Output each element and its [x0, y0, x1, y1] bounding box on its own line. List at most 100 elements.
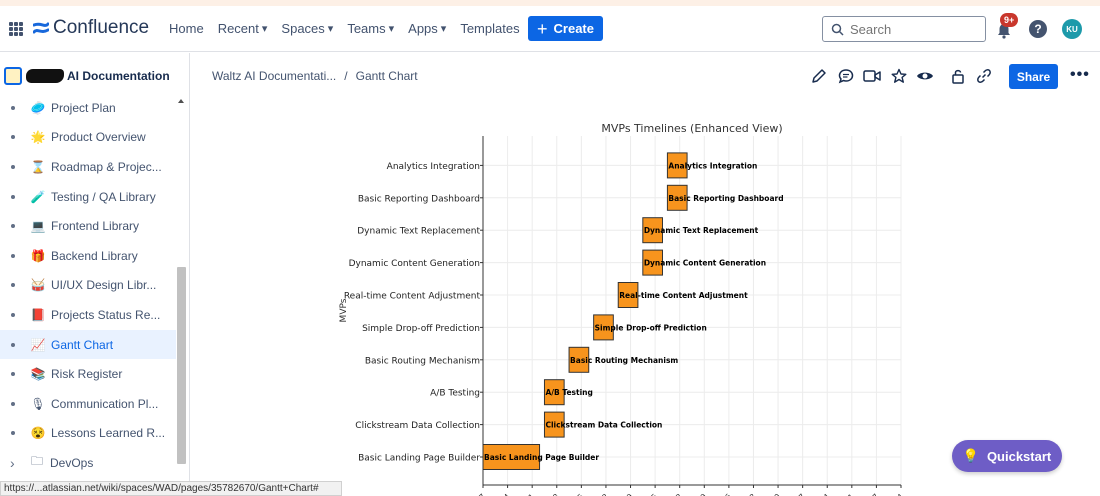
gantt-bar [642, 249, 663, 276]
page-toolbar [810, 67, 1002, 85]
y-axis-label: MVPs [339, 298, 349, 322]
gantt-bar [543, 411, 565, 438]
x-tick-label: 22 [597, 492, 611, 496]
create-button[interactable]: + Create [528, 16, 603, 41]
app-switcher-icon[interactable] [9, 22, 23, 36]
watch-eye-icon[interactable] [916, 67, 934, 85]
x-tick-label: 12 [671, 492, 685, 496]
gantt-bar-label: Clickstream Data Collection [545, 421, 662, 430]
scrollbar-thumb[interactable] [177, 267, 186, 464]
y-tick-label: Analytics Integration [387, 162, 480, 172]
share-button[interactable]: Share [1009, 64, 1058, 89]
sidebar-item-label: Communication Pl... [51, 396, 159, 411]
search-input[interactable] [850, 21, 970, 37]
y-tick-label: Basic Reporting Dashboard [358, 194, 480, 204]
search-icon [831, 23, 844, 36]
sidebar-item-label: UI/UX Design Libr... [51, 278, 157, 293]
confluence-logo[interactable]: Confluence [33, 17, 149, 39]
page-emoji-icon: 😵 [30, 426, 46, 441]
nav-label: Teams [347, 21, 386, 36]
gantt-bar-label: Dynamic Text Replacement [644, 226, 759, 235]
page-emoji-icon: ⌛ [30, 159, 46, 174]
bullet-icon [11, 135, 15, 140]
page-emoji-icon: 📚 [30, 367, 46, 382]
nav-apps[interactable]: Apps ▾ [408, 21, 446, 36]
chevron-down-icon: ▾ [261, 23, 268, 35]
y-tick-label: Clickstream Data Collection [355, 421, 480, 431]
gantt-bar-label: A/B Testing [545, 388, 592, 397]
lightbulb-icon: 💡 [962, 448, 979, 463]
sidebar-item-frontend-library[interactable]: 💻 Frontend Library [0, 211, 176, 241]
sidebar-item-communication-pl[interactable]: 🎙 Communication Pl... [0, 389, 176, 419]
gantt-bar-label: Dynamic Content Generation [644, 259, 766, 268]
sidebar-item-gantt-chart[interactable]: 📈 Gantt Chart [0, 329, 176, 360]
user-avatar[interactable]: KU [1062, 19, 1082, 39]
nav-teams[interactable]: Teams ▾ [347, 21, 394, 36]
scroll-up-arrow-icon[interactable] [178, 99, 184, 103]
x-tick-label: 29 [621, 492, 635, 496]
x-tick-label: 14 [892, 492, 906, 496]
plus-icon: + [537, 18, 548, 39]
sidebar-item-label: Product Overview [51, 130, 146, 145]
nav-templates[interactable]: Templates [460, 21, 519, 36]
nav-home[interactable]: Home [169, 21, 204, 36]
bullet-icon [11, 283, 15, 288]
x-tick-label: 10 [769, 492, 783, 496]
nav-spaces[interactable]: Spaces ▾ [281, 21, 333, 36]
page-emoji-icon: 🎙 [30, 396, 46, 411]
gantt-bar-label: Analytics Integration [668, 161, 757, 170]
y-tick-label: Real-time Content Adjustment [344, 292, 481, 302]
star-icon[interactable] [890, 67, 908, 85]
copy-link-icon[interactable] [975, 67, 993, 85]
nav-label: Recent [217, 21, 259, 36]
x-tick-label: 24 [498, 492, 512, 496]
comment-icon[interactable] [837, 67, 855, 85]
help-icon[interactable]: ? [1029, 20, 1047, 38]
sidebar-item-lessons-learned-r[interactable]: 😵 Lessons Learned R... [0, 419, 176, 449]
video-icon[interactable] [863, 67, 881, 85]
gantt-bar [642, 217, 663, 244]
sidebar-item-ui-ux-design-libr[interactable]: 🥁 UI/UX Design Libr... [0, 271, 176, 301]
primary-nav: Home Recent ▾ Spaces ▾ Teams ▾ Apps ▾ Templates [169, 21, 534, 36]
bullet-icon [11, 312, 15, 317]
bullet-icon [11, 401, 15, 406]
space-name: AI Documentation [67, 69, 170, 83]
gantt-bar [543, 379, 565, 406]
space-header[interactable]: AI Documentation [4, 67, 170, 85]
sidebar-item-risk-register[interactable]: 📚 Risk Register [0, 359, 176, 389]
breadcrumb-parent[interactable]: Waltz AI Documentati... [212, 69, 337, 83]
gantt-bar [666, 152, 688, 179]
space-avatar-icon [4, 67, 22, 85]
x-tick-label: 19 [695, 492, 709, 496]
restrictions-lock-icon[interactable] [949, 67, 967, 85]
page-emoji-icon: 🧪 [30, 189, 46, 204]
sidebar-item-project-plan[interactable]: 🥏 Project Plan [0, 93, 176, 123]
gantt-bar-label: Basic Landing Page Builder [484, 453, 599, 462]
sidebar-item-label: Project Plan [51, 100, 116, 115]
breadcrumb-current[interactable]: Gantt Chart [355, 69, 418, 83]
sidebar-item-testing-qa-library[interactable]: 🧪 Testing / QA Library [0, 182, 176, 212]
sidebar-scrollbar[interactable] [176, 97, 187, 467]
sidebar-item-backend-library[interactable]: 🎁 Backend Library [0, 241, 176, 271]
top-navigation-bar: Confluence Home Recent ▾ Spaces ▾ Teams ▾ Apps ▾… [0, 6, 1100, 52]
more-actions-icon[interactable]: ••• [1070, 66, 1090, 83]
sidebar-item-devops[interactable]: › 🗀 DevOps [0, 448, 176, 478]
page-emoji-icon: 📈 [30, 337, 46, 352]
sidebar-item-roadmap-projec[interactable]: ⌛ Roadmap & Projec... [0, 152, 176, 182]
x-tick-label: 31 [843, 492, 857, 496]
nav-label: Home [169, 21, 204, 36]
quickstart-button[interactable]: 💡 Quickstart [952, 440, 1062, 472]
sidebar-item-label: Lessons Learned R... [51, 426, 166, 441]
x-tick-label: 08 [548, 492, 562, 496]
gantt-bar [593, 314, 614, 341]
page-emoji-icon: 🎁 [30, 248, 46, 263]
sidebar-item-label: Projects Status Re... [51, 307, 161, 322]
nav-recent[interactable]: Recent ▾ [218, 21, 268, 36]
sidebar-item-projects-status-re[interactable]: 📕 Projects Status Re... [0, 300, 176, 330]
edit-pencil-icon[interactable] [810, 67, 828, 85]
expand-chevron-icon[interactable]: › [10, 454, 15, 471]
gantt-bar-label: Basic Routing Mechanism [570, 356, 678, 365]
bullet-icon [11, 431, 15, 436]
sidebar-item-product-overview[interactable]: 🌟 Product Overview [0, 123, 176, 153]
search-box[interactable] [822, 16, 986, 42]
